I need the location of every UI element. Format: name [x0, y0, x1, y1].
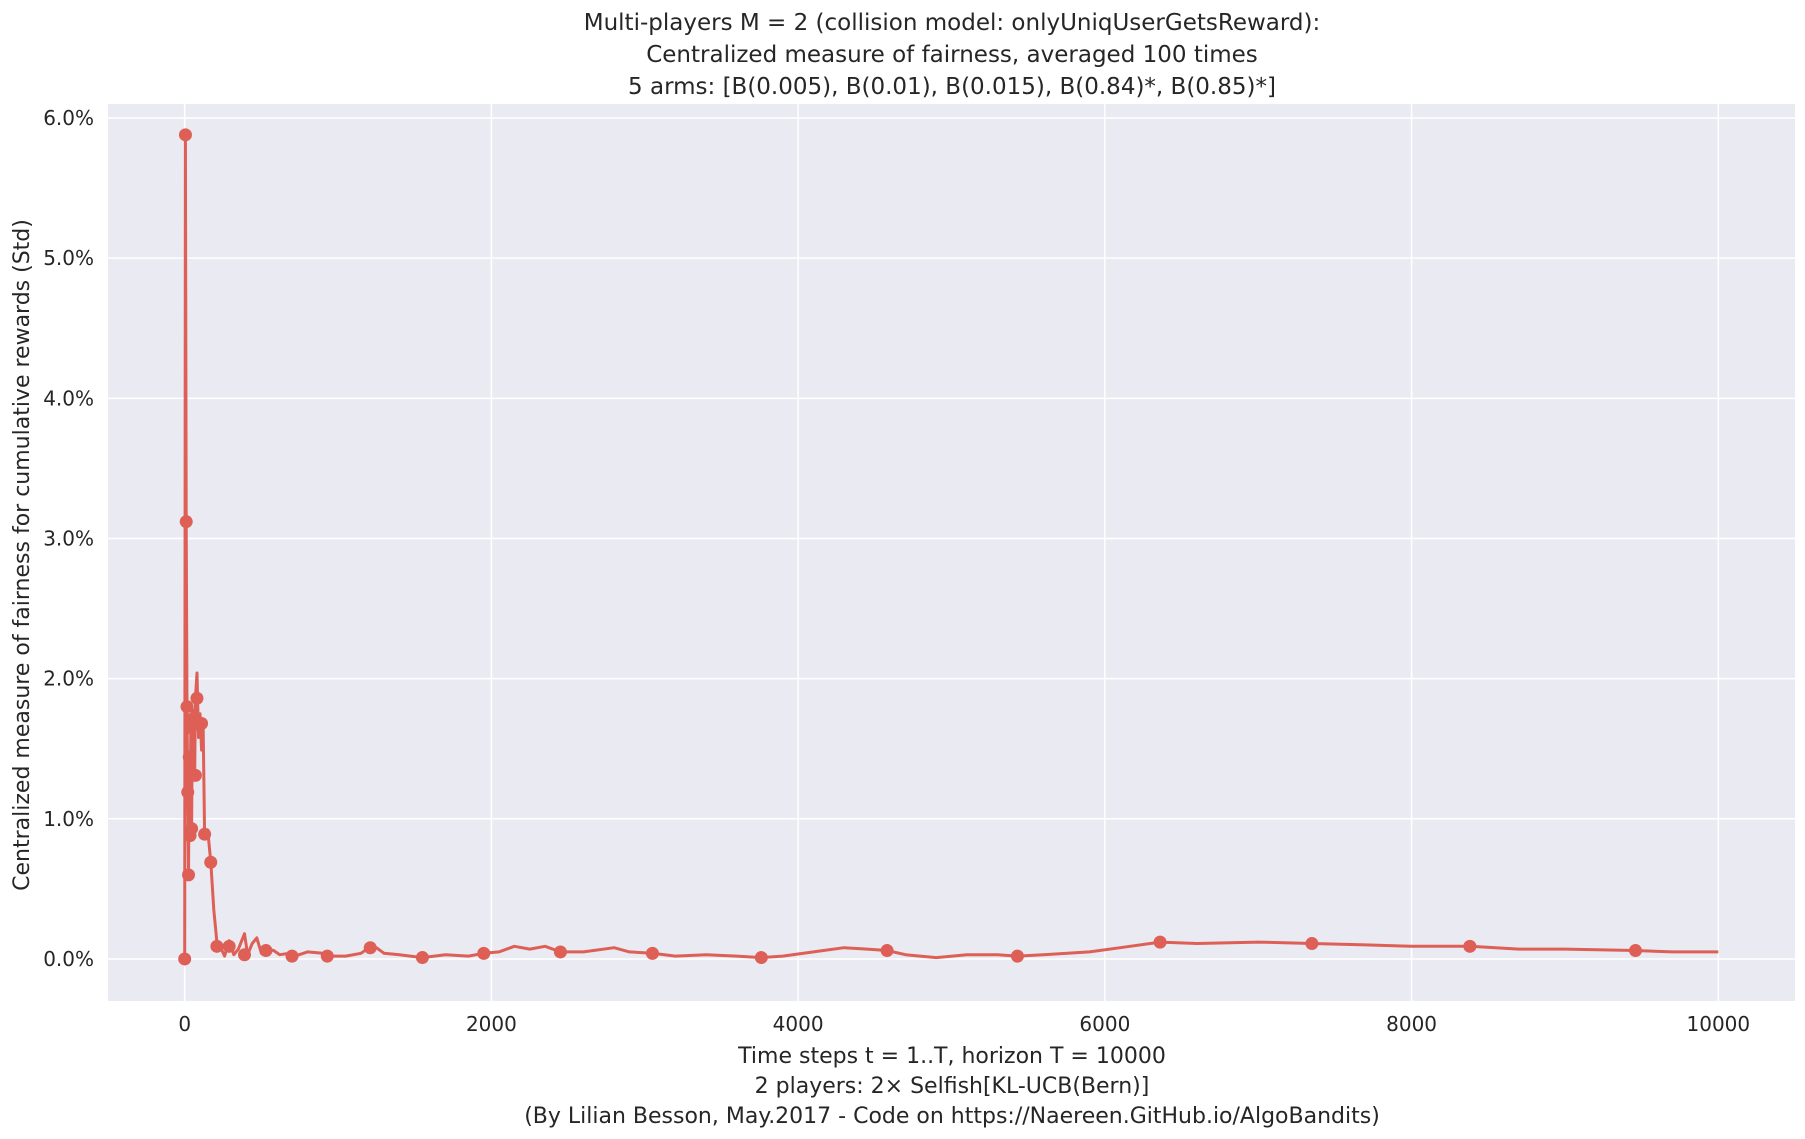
data-point	[179, 515, 193, 529]
data-point	[178, 128, 192, 142]
y-tick-labels: 0.0% 1.0% 2.0% 3.0% 4.0% 5.0% 6.0%	[43, 106, 94, 971]
data-point	[180, 700, 194, 714]
chart-title-line-1: Multi-players M = 2 (collision model: on…	[584, 10, 1321, 36]
data-point	[285, 949, 299, 963]
data-point	[222, 939, 236, 953]
data-point	[237, 948, 251, 962]
y-tick-label: 1.0%	[43, 807, 94, 831]
y-tick-label: 5.0%	[43, 246, 94, 270]
data-point	[1153, 935, 1167, 949]
data-point	[178, 952, 192, 966]
data-point	[645, 946, 659, 960]
data-point	[182, 750, 196, 764]
data-point	[415, 951, 429, 965]
data-point	[204, 855, 218, 869]
data-point	[553, 945, 567, 959]
y-tick-label: 4.0%	[43, 386, 94, 410]
data-point	[184, 721, 198, 735]
x-tick-label: 2000	[466, 1012, 517, 1036]
chart-title-line-2: Centralized measure of fairness, average…	[646, 42, 1258, 68]
data-point	[195, 716, 209, 730]
x-tick-label: 0	[178, 1012, 191, 1036]
data-point	[182, 868, 196, 882]
x-tick-label: 8000	[1386, 1012, 1437, 1036]
plot-background	[108, 104, 1795, 1001]
x-axis-label-line-2: 2 players: 2× Selfish[KL-UCB(Bern)]	[755, 1074, 1150, 1099]
data-point	[198, 827, 212, 841]
x-tick-label: 4000	[773, 1012, 824, 1036]
data-point	[754, 951, 768, 965]
data-point	[190, 691, 204, 705]
data-point	[1010, 949, 1024, 963]
grid-lines	[108, 104, 1795, 1001]
marker-layer	[178, 128, 1643, 966]
y-tick-label: 6.0%	[43, 106, 94, 130]
y-tick-label: 0.0%	[43, 947, 94, 971]
x-axis-label-line-3: (By Lilian Besson, May.2017 - Code on ht…	[524, 1104, 1380, 1129]
data-point	[1305, 937, 1319, 951]
data-point	[477, 946, 491, 960]
data-point	[259, 944, 273, 958]
x-tick-label: 10000	[1687, 1012, 1751, 1036]
data-point	[1629, 944, 1643, 958]
y-tick-label: 3.0%	[43, 526, 94, 550]
data-point	[880, 944, 894, 958]
x-tick-label: 6000	[1079, 1012, 1130, 1036]
x-tick-labels: 0 2000 4000 6000 8000 10000	[178, 1012, 1750, 1036]
chart-title-line-3: 5 arms: [B(0.005), B(0.01), B(0.015), B(…	[628, 74, 1276, 100]
data-point	[181, 785, 195, 799]
x-axis-label-line-1: Time steps t = 1..T, horizon T = 10000	[737, 1044, 1166, 1069]
data-point	[188, 768, 202, 782]
data-point	[363, 941, 377, 955]
y-tick-label: 2.0%	[43, 667, 94, 691]
data-point	[185, 822, 199, 836]
data-point	[1463, 939, 1477, 953]
y-axis-label: Centralized measure of fairness for cumu…	[10, 219, 35, 891]
data-point	[320, 949, 334, 963]
data-point	[210, 939, 224, 953]
